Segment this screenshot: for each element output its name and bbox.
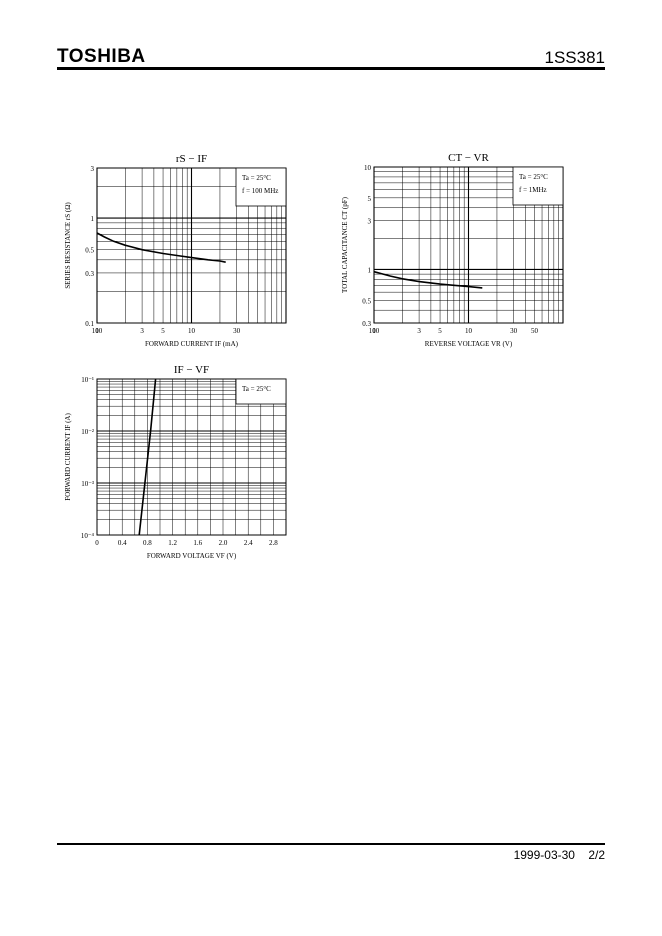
y-tick-label: 10⁻⁴ [81, 532, 95, 540]
footer-page: 2/2 [588, 848, 605, 862]
series-line [373, 270, 483, 289]
x-tick-label: 0.4 [118, 539, 127, 547]
series-line [96, 232, 226, 263]
chart-title: IF − VF [174, 364, 209, 376]
x-tick-label: 30 [233, 327, 241, 335]
x-tick-label: 1 [95, 327, 99, 335]
y-tick-label: 0.3 [362, 320, 371, 328]
x-tick-label: 30 [510, 327, 518, 335]
x-tick-label: 1.2 [168, 539, 177, 547]
legend-entry: f = 100 MHz [242, 187, 278, 195]
y-tick-label: 10⁻¹ [81, 376, 94, 384]
legend-entry: Ta = 25°C [242, 385, 271, 393]
footer-rule [57, 843, 605, 845]
y-tick-label: 10⁻³ [81, 480, 94, 488]
y-axis-label: TOTAL CAPACITANCE CT (pF) [341, 196, 349, 293]
legend-box [235, 378, 287, 405]
x-tick-label: 10 [465, 327, 473, 335]
legend-box [512, 166, 564, 206]
x-axis-label: FORWARD VOLTAGE VF (V) [147, 552, 237, 560]
x-tick-label: 0.8 [143, 539, 152, 547]
y-tick-label: 0.1 [85, 320, 94, 328]
legend-entry: f = 1MHz [519, 186, 547, 194]
x-tick-label: 100 [369, 327, 380, 335]
x-tick-label: 10 [188, 327, 196, 335]
y-tick-label: 0.5 [362, 297, 371, 305]
x-tick-label: 3 [140, 327, 144, 335]
x-axis-label: REVERSE VOLTAGE VR (V) [425, 340, 513, 348]
x-tick-label: 2.0 [219, 539, 228, 547]
y-tick-label: 1 [91, 215, 95, 223]
brand-logo: TOSHIBA [57, 46, 146, 67]
chart-title: CT − VR [448, 152, 489, 164]
legend-box [235, 167, 287, 207]
y-tick-label: 0.3 [85, 270, 94, 278]
x-tick-label: 5 [161, 327, 165, 335]
plot-frame [96, 167, 287, 324]
x-tick-label: 1 [372, 327, 376, 335]
x-tick-label: 50 [531, 327, 539, 335]
x-tick-label: 3 [417, 327, 421, 335]
footer: 1999-03-30 2/2 [504, 848, 605, 862]
y-tick-label: 10 [364, 164, 372, 172]
header-rule [57, 67, 605, 70]
y-tick-label: 1 [368, 266, 372, 274]
y-axis-label: SERIES RESISTANCE rS (Ω) [64, 202, 72, 289]
footer-date: 1999-03-30 [513, 848, 575, 862]
x-tick-label: 5 [438, 327, 442, 335]
x-tick-label: 1.6 [193, 539, 202, 547]
part-number: 1SS381 [544, 48, 606, 67]
plot-frame [96, 378, 287, 536]
legend-entry: Ta = 25°C [242, 174, 271, 182]
y-tick-label: 0.5 [85, 247, 94, 255]
y-axis-label: FORWARD CURRENT IF (A) [64, 413, 72, 501]
legend-entry: Ta = 25°C [519, 173, 548, 181]
plot-frame [373, 166, 564, 324]
series-line [138, 378, 157, 536]
x-tick-label: 100 [92, 327, 103, 335]
x-tick-label: 0 [95, 539, 99, 547]
chart-title: rS − IF [176, 153, 207, 165]
y-tick-label: 10⁻² [81, 428, 94, 436]
y-tick-label: 3 [91, 165, 95, 173]
x-tick-label: 2.8 [269, 539, 278, 547]
x-axis-label: FORWARD CURRENT IF (mA) [145, 340, 239, 348]
x-tick-label: 2.4 [244, 539, 253, 547]
y-tick-label: 3 [368, 218, 372, 226]
y-tick-label: 5 [368, 195, 372, 203]
